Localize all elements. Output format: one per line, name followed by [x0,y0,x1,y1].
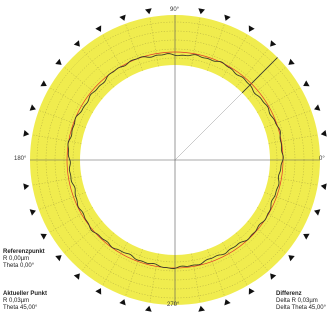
angle-marker-13 [73,40,80,47]
angle-marker-8 [198,8,205,15]
angle-marker-29 [224,299,231,306]
angle-marker-23 [73,273,80,280]
difference-delta-theta: Delta Theta 45,00° [276,305,326,311]
actual-point-heading: Aktueller Punkt [3,291,48,297]
reference-point-panel: Referenzpunkt R 0,00µm Theta 0,00° [3,249,45,270]
angle-label-270: 270° [167,302,180,308]
angle-marker-11 [119,14,126,21]
angle-marker-14 [55,58,62,65]
angle-label-180: 180° [14,156,27,162]
difference-delta-r: Delta R 0,03µm [276,298,318,304]
actual-point-theta: Theta 45,00° [3,305,38,311]
angle-marker-21 [40,233,47,240]
angle-marker-2 [314,104,321,111]
measured-profile [67,53,284,270]
difference-heading: Differenz [276,291,302,297]
angle-marker-15 [40,80,47,87]
angle-marker-19 [23,183,30,190]
angle-marker-5 [270,40,277,47]
angle-marker-24 [95,288,102,295]
angle-marker-26 [145,305,152,312]
angle-marker-17 [23,130,30,137]
actual-point-panel: Aktueller Punkt R 0,03µm Theta 45,00° [3,291,47,312]
angle-marker-1 [320,130,327,137]
angle-marker-22 [55,255,62,262]
angle-marker-25 [119,299,126,306]
measurement-traces [66,51,284,270]
difference-panel: Differenz Delta R 0,03µm Delta Theta 45,… [276,291,326,312]
polar-axes [30,15,320,305]
angle-label-0: 0° [319,156,325,162]
angle-marker-31 [270,273,277,280]
angle-marker-34 [314,209,321,216]
angle-marker-7 [224,14,231,21]
angle-markers [23,8,327,312]
cursor-line-ring [241,57,278,94]
angle-marker-6 [248,25,255,32]
reference-point-heading: Referenzpunkt [3,249,45,255]
angle-marker-32 [288,255,295,262]
angle-marker-33 [303,233,310,240]
angle-marker-20 [29,209,36,216]
angle-marker-16 [29,104,36,111]
angle-marker-30 [248,288,255,295]
angle-marker-35 [320,183,327,190]
actual-point-r: R 0,03µm [3,298,30,304]
reference-point-r: R 0,00µm [3,256,30,262]
angle-marker-4 [288,58,295,65]
angle-marker-12 [95,25,102,32]
reference-point-theta: Theta 0,00° [3,263,35,269]
angle-marker-3 [303,80,310,87]
angle-label-90: 90° [170,7,180,13]
angle-marker-10 [145,8,152,15]
angle-marker-28 [198,305,205,312]
